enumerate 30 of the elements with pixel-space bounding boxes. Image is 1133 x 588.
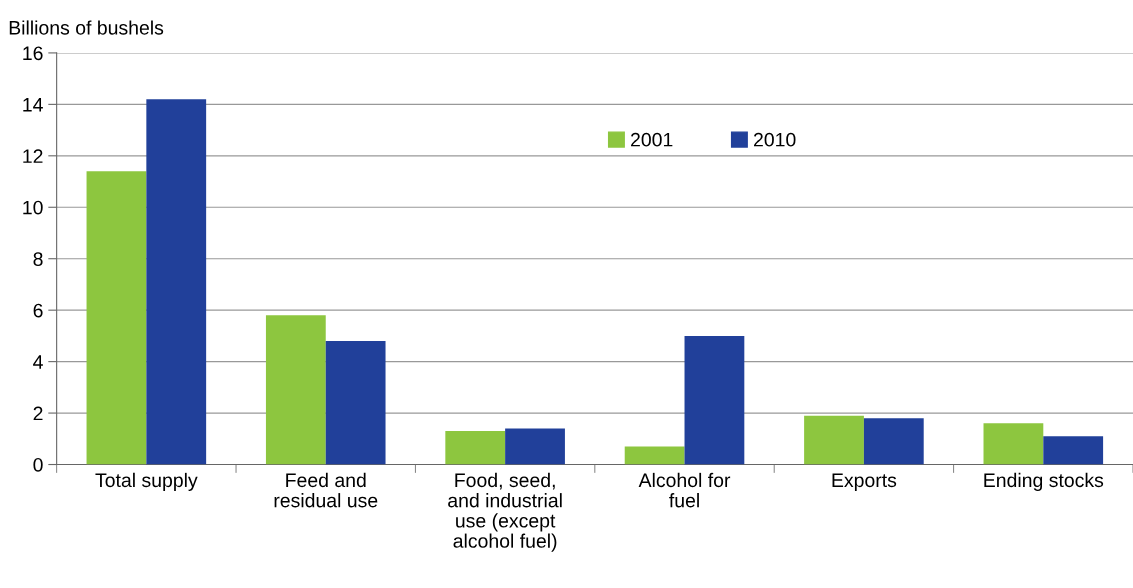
- y-tick-label: 0: [33, 457, 43, 472]
- x-tick-label: Alcohol for fuel: [638, 472, 731, 508]
- bar: [146, 99, 207, 465]
- x-tick-label: Exports: [832, 473, 897, 491]
- y-tick-label: 2: [33, 406, 43, 421]
- bar: [983, 423, 1044, 465]
- y-tick-label: 4: [33, 355, 43, 369]
- legend-label: 2010: [753, 132, 796, 147]
- x-tick-label: Feed and residual use: [274, 472, 378, 508]
- x-tick-label: Total supply: [95, 472, 198, 491]
- y-tick-label: 10: [23, 200, 43, 215]
- bar: [86, 171, 147, 465]
- bar: [684, 335, 745, 465]
- bar: [505, 428, 565, 465]
- x-tick-label: Ending stocks: [984, 472, 1104, 491]
- bar: [804, 415, 864, 465]
- bar: [1043, 436, 1104, 465]
- y-tick-label: 12: [23, 149, 43, 163]
- x-tick-label: Food, seed, and industrial use (except alcohol fuel): [448, 472, 562, 552]
- y-tick-label: 16: [23, 46, 43, 61]
- bar: [624, 446, 685, 465]
- y-tick-label: 14: [23, 98, 43, 112]
- bar: [863, 418, 924, 465]
- y-tick-label: 6: [33, 303, 43, 318]
- bar: [265, 315, 326, 465]
- bar: [325, 341, 386, 465]
- y-tick-label: 8: [33, 252, 43, 266]
- legend-label: 2001: [631, 132, 673, 147]
- bar: [445, 431, 506, 465]
- y-axis-title: Billions of bushels: [9, 20, 164, 35]
